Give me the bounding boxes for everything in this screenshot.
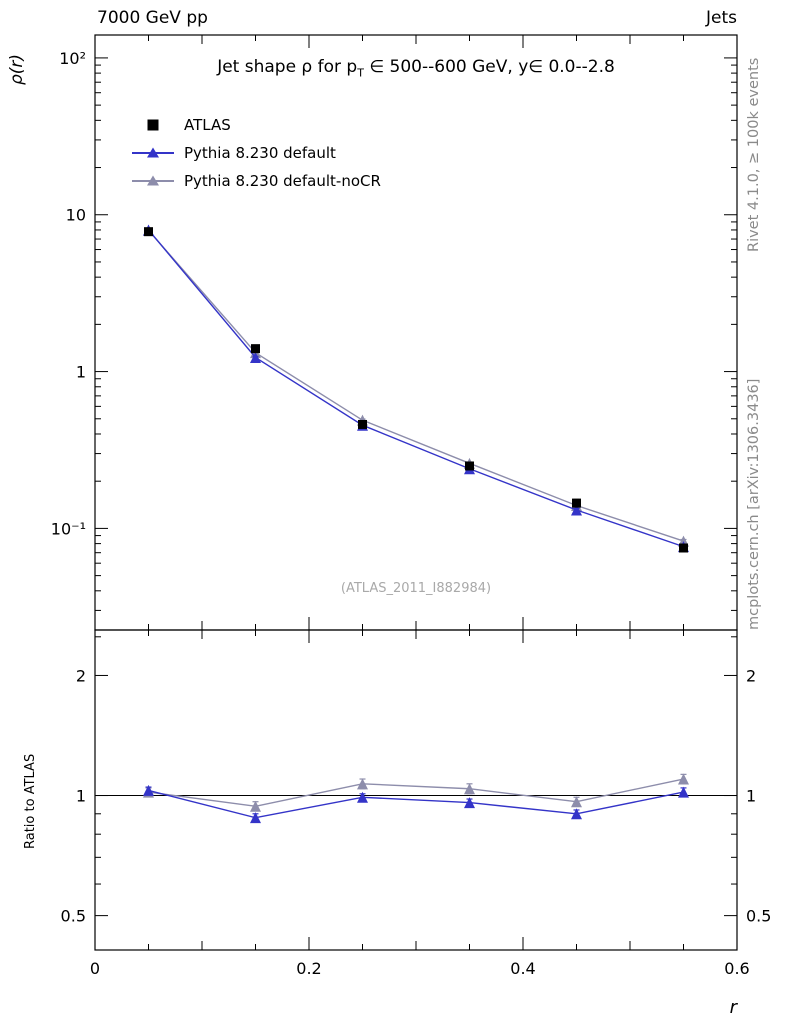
legend: ATLAS Pythia 8.230 default Pythia 8.230 … xyxy=(130,111,381,195)
svg-text:0.6: 0.6 xyxy=(724,959,749,978)
process-label: Jets xyxy=(705,8,737,28)
legend-label: Pythia 8.230 default-noCR xyxy=(184,172,381,190)
legend-marker-cell xyxy=(130,174,176,188)
svg-text:1: 1 xyxy=(76,363,86,382)
rivet-version-label: Rivet 4.1.0, ≥ 100k events xyxy=(746,58,762,252)
y-axis-label: ρ(r) xyxy=(7,54,27,85)
svg-text:10: 10 xyxy=(66,206,86,225)
plot-title-subscript: T xyxy=(357,66,364,80)
svg-text:10⁻¹: 10⁻¹ xyxy=(51,519,86,538)
square-marker-icon xyxy=(147,119,159,131)
svg-text:2: 2 xyxy=(76,666,86,685)
triangle-marker-icon xyxy=(147,175,159,186)
analysis-id-watermark: (ATLAS_2011_I882984) xyxy=(340,581,492,596)
plot-title-post: ∈ 500--600 GeV, y∈ 0.0--2.8 xyxy=(363,57,615,77)
legend-item-atlas: ATLAS xyxy=(130,111,381,139)
legend-label: ATLAS xyxy=(184,116,231,134)
svg-text:0.5: 0.5 xyxy=(746,907,771,926)
triangle-marker-icon xyxy=(147,147,159,158)
mcplots-credit-label: mcplots.cern.ch [arXiv:1306.3436] xyxy=(746,379,762,630)
plot-title: Jet shape ρ for pT ∈ 500--600 GeV, y∈ 0.… xyxy=(95,57,737,79)
svg-text:2: 2 xyxy=(746,666,756,685)
chart-layer: 10² 10 1 10⁻¹ 2 2 1 1 0.5 0.5 0 0.2 0.4 0.6 xyxy=(51,34,771,978)
x-axis-label: r xyxy=(730,997,739,1018)
beam-energy-label: 7000 GeV pp xyxy=(97,8,208,28)
legend-marker-cell xyxy=(130,118,176,132)
svg-text:0.5: 0.5 xyxy=(61,907,86,926)
svg-text:0: 0 xyxy=(90,959,100,978)
svg-text:1: 1 xyxy=(76,787,86,806)
legend-item-pythia-default: Pythia 8.230 default xyxy=(130,139,381,167)
legend-label: Pythia 8.230 default xyxy=(184,144,336,162)
svg-text:1: 1 xyxy=(746,787,756,806)
svg-text:10²: 10² xyxy=(59,49,86,68)
legend-item-pythia-nocr: Pythia 8.230 default-noCR xyxy=(130,167,381,195)
ratio-axis-label: Ratio to ATLAS xyxy=(23,754,38,849)
plot-title-pre: Jet shape ρ for p xyxy=(217,57,358,77)
svg-text:0.4: 0.4 xyxy=(510,959,535,978)
legend-marker-cell xyxy=(130,146,176,160)
svg-text:0.2: 0.2 xyxy=(296,959,321,978)
